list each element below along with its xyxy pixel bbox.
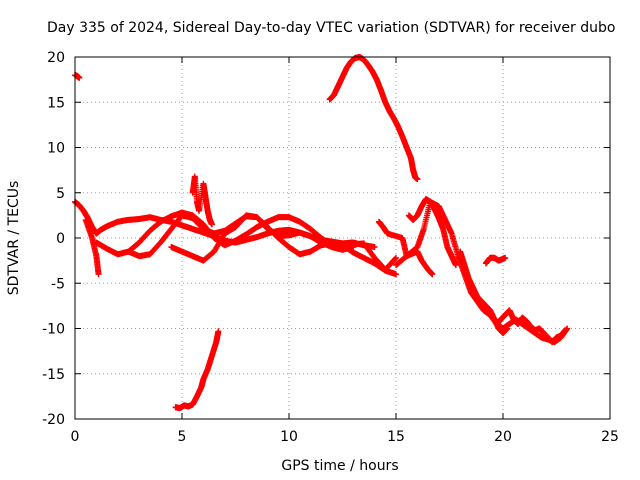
x-tick-label: 0	[71, 429, 80, 445]
y-tick-label: -20	[42, 412, 65, 428]
data-point	[215, 328, 222, 335]
data-point	[393, 254, 399, 261]
x-tick-label: 5	[178, 429, 187, 445]
x-axis-title: GPS time / hours	[281, 458, 398, 474]
x-tick-label: 20	[494, 429, 512, 445]
y-tick-label: 15	[47, 95, 65, 111]
y-tick-label: 5	[56, 186, 65, 202]
data-point-fill	[392, 255, 399, 262]
series-spikes	[189, 173, 215, 228]
series-track-e	[168, 212, 357, 264]
y-tick-label: -5	[51, 276, 65, 292]
series-high-arc	[326, 54, 421, 183]
data-point	[371, 244, 378, 251]
series-low-arc	[172, 328, 222, 412]
data-point	[393, 271, 399, 278]
x-tick-label: 15	[387, 429, 405, 445]
y-tick-label: -15	[42, 367, 65, 383]
x-tick-label: 25	[601, 429, 619, 445]
y-tick-label: 10	[47, 141, 65, 157]
data-point	[414, 176, 421, 183]
y-tick-label: 0	[56, 231, 65, 247]
data-point	[95, 271, 102, 278]
x-tick-label: 10	[280, 429, 298, 445]
y-axis-title: SDTVAR / TECUs	[6, 181, 22, 296]
data-point	[76, 74, 83, 81]
data-points	[72, 54, 571, 412]
y-tick-label: 20	[47, 50, 65, 66]
data-point	[350, 244, 357, 251]
y-tick-label: -10	[42, 322, 65, 338]
chart-title: Day 335 of 2024, Sidereal Day-to-day VTE…	[47, 20, 615, 36]
